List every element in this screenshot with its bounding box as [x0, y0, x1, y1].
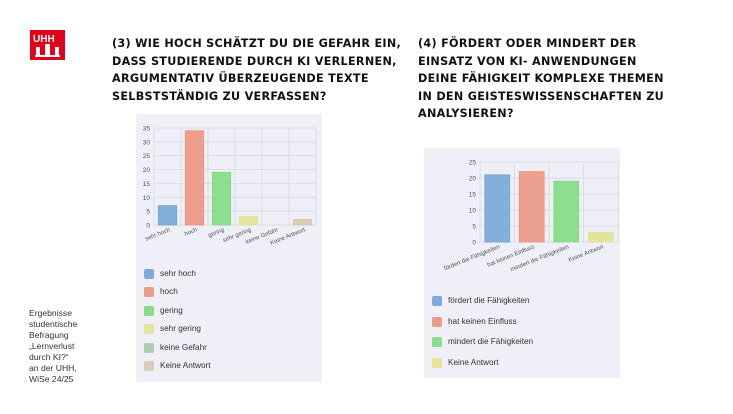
bar-keine-antwort — [587, 232, 614, 243]
x-tick-label: Keine Antwort — [568, 244, 605, 264]
bar-hat-keinen-einfluss — [518, 171, 545, 243]
y-tick-label: 10 — [469, 208, 477, 215]
x-tick-label: fördert die Fähigkeiten — [443, 244, 501, 272]
legend-label: gering — [160, 305, 183, 315]
question-3-title-line: DASS STUDIERENDE DURCH KI VERLERNEN, — [112, 54, 397, 68]
survey-note-line: durch KI?“ — [29, 352, 69, 362]
question-4-title-line: IN DEN GEISTESWISSENSCHAFTEN ZU — [418, 89, 665, 103]
y-tick-label: 0 — [472, 240, 476, 247]
uhh-logo: UHH — [30, 30, 65, 60]
y-tick-label: 15 — [469, 192, 477, 199]
legend-swatch — [144, 269, 154, 279]
y-tick-label: 15 — [143, 181, 151, 188]
y-tick-label: 25 — [143, 153, 151, 160]
legend-label: mindert die Fähigkeiten — [448, 337, 534, 347]
bar-sehr-hoch — [157, 205, 178, 226]
y-tick-label: 30 — [143, 139, 151, 146]
chart-panel-question-3: 0 5 10 15 20 25 30 35 sehr hoch hoch gering sehr ge… — [136, 114, 322, 382]
bar-hoch — [184, 130, 205, 226]
question-4-title-line: DEINE FÄHIGKEIT KOMPLEXE THEMEN — [418, 72, 664, 85]
legend-swatch — [144, 360, 154, 371]
legend-label: hat keinen Einfluss — [448, 316, 517, 326]
survey-note-line: Befragung — [29, 330, 69, 340]
legend-label: keine Gefahr — [160, 342, 207, 352]
legend-swatch — [432, 296, 442, 306]
legend-swatch — [432, 337, 442, 348]
y-tick-label: 20 — [143, 167, 151, 174]
chart-panel-question-4: 0 5 10 15 20 25 fördert die Fähigkeiten hat kei… — [424, 148, 620, 378]
question-3-title-line: ARGUMENTATIV ÜBERZEUGENDE TEXTE — [112, 72, 369, 85]
y-tick-label: 10 — [143, 195, 151, 202]
survey-note-line: Ergebnisse — [29, 308, 72, 318]
question-4-title-line: ANALYSIEREN? — [418, 107, 514, 120]
legend-swatch — [432, 357, 442, 368]
survey-note-line: studentische — [29, 319, 78, 329]
x-tick-label: gering — [208, 227, 226, 239]
question-3-title: (3) WIE HOCH SCHÄTZT DU DIE GEFAHR EIN, … — [112, 35, 401, 105]
bar-keine-antwort — [292, 219, 313, 226]
y-tick-label: 5 — [146, 209, 150, 216]
question-3-title-line: (3) WIE HOCH SCHÄTZT DU DIE GEFAHR EIN, — [112, 37, 402, 50]
legend-swatch — [144, 287, 154, 298]
legend-label: hoch — [160, 287, 178, 297]
legend-swatch — [144, 305, 154, 316]
question-4-title-line: EINSATZ VON KI- ANWENDUNGEN — [418, 54, 637, 68]
question-4-title: (4) FÖRDERT ODER MINDERT DER EINSATZ VON… — [418, 35, 664, 123]
bar-fördert-die-fähigkeiten — [484, 174, 511, 243]
logo-text: UHH — [33, 34, 55, 45]
bar-gering — [211, 171, 232, 226]
x-tick-label: hoch — [184, 227, 198, 237]
survey-note-line: an der UHH, — [29, 363, 77, 373]
survey-note-line: WiSe 24/25 — [29, 374, 74, 384]
x-tick-label: mindert die Fähigkeiten — [510, 244, 570, 273]
legend-swatch — [432, 316, 442, 327]
y-tick-label: 5 — [472, 224, 476, 231]
y-tick-label: 35 — [143, 126, 151, 133]
legend-label: Keine Antwort — [448, 357, 499, 367]
y-tick-label: 20 — [469, 176, 477, 183]
legend-label: sehr hoch — [160, 269, 196, 278]
survey-note-line: „Lernverlust — [29, 341, 75, 351]
bar-mindert-die-fähigkeiten — [553, 180, 580, 243]
survey-note: Ergebnisse studentische Befragung „Lernv… — [29, 308, 109, 385]
legend-swatch — [144, 324, 154, 335]
legend-label: Keine Antwort — [160, 360, 211, 370]
legend-label: sehr gering — [160, 324, 201, 334]
y-tick-label: 0 — [146, 223, 150, 230]
question-4-title-line: (4) FÖRDERT ODER MINDERT DER — [418, 37, 637, 50]
legend-label: fördert die Fähigkeiten — [448, 296, 530, 305]
y-tick-label: 25 — [469, 160, 477, 167]
question-3-title-line: SELBSTSTÄNDIG ZU VERFASSEN? — [112, 89, 327, 103]
legend-swatch — [144, 342, 154, 353]
x-tick-label: sehr hoch — [145, 227, 172, 242]
bar-sehr-gering — [238, 216, 259, 226]
